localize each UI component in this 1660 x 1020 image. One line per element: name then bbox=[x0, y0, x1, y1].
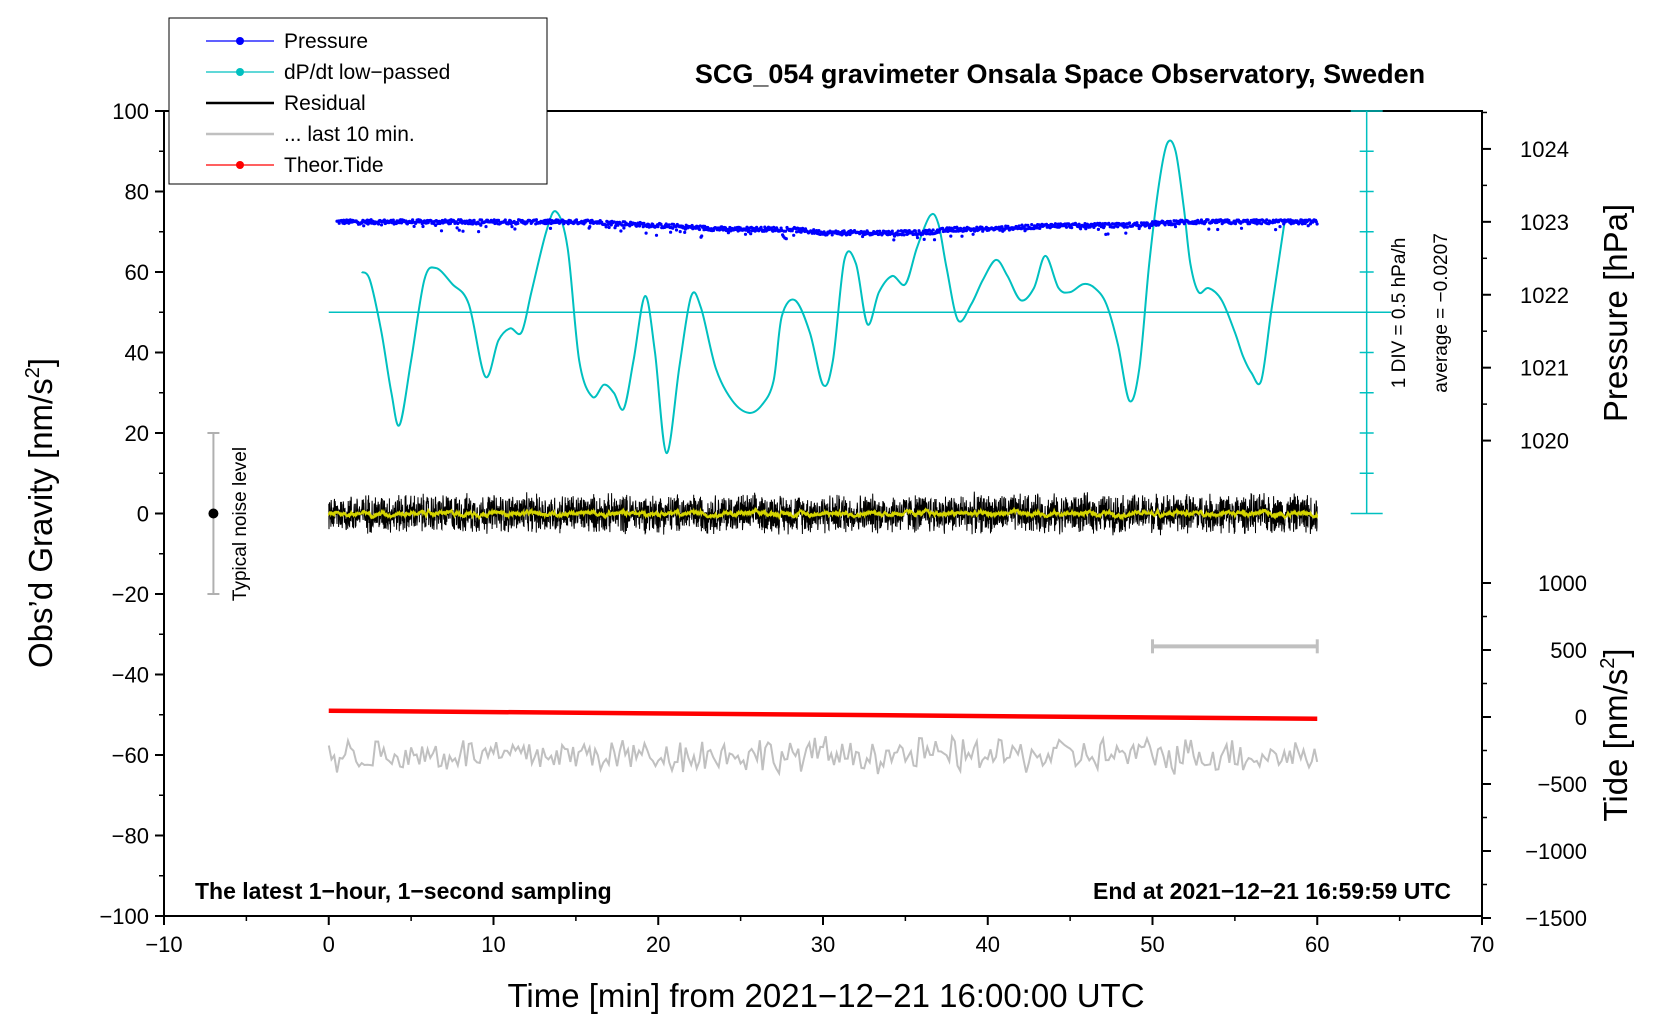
pressure-tick-label: 1021 bbox=[1520, 356, 1569, 381]
noise-bar-center-dot bbox=[208, 508, 219, 519]
noise-level-label: Typical noise level bbox=[230, 447, 251, 601]
tide-tick-label: −500 bbox=[1537, 772, 1587, 797]
legend-box bbox=[168, 17, 548, 185]
noise-level-bar bbox=[207, 432, 220, 595]
legend-label: Residual bbox=[284, 92, 366, 115]
legend-swatch-dot bbox=[236, 161, 244, 169]
y-tick-label: 80 bbox=[125, 180, 149, 205]
x-tick-label: 30 bbox=[811, 932, 835, 957]
x-tick-label: 10 bbox=[481, 932, 505, 957]
series-dpdt-low-passed bbox=[361, 139, 1286, 455]
ten-minute-bar bbox=[1151, 639, 1319, 654]
series-last-10-min bbox=[327, 733, 1319, 777]
y-axis-left-ticks: 100 80 60 40 20 0 −20 −40 −60 −80 −100 bbox=[99, 99, 164, 929]
tide-tick-label: −1500 bbox=[1525, 906, 1587, 931]
pressure-tick-label: 1023 bbox=[1520, 210, 1569, 235]
tide-tick-label: 0 bbox=[1575, 705, 1587, 730]
y-axis-right-pressure-label: Pressure [hPa] bbox=[1597, 204, 1634, 422]
y-tick-label: 20 bbox=[125, 421, 149, 446]
y-tick-label: 60 bbox=[125, 260, 149, 285]
annotation-end-time: End at 2021−12−21 16:59:59 UTC bbox=[1093, 878, 1451, 904]
legend-label: Theor.Tide bbox=[284, 154, 384, 177]
series-theor-tide bbox=[328, 708, 1318, 722]
x-tick-label: 20 bbox=[646, 932, 670, 957]
x-tick-label: 40 bbox=[976, 932, 1000, 957]
y-tick-label: −40 bbox=[112, 663, 149, 688]
x-axis-ticks: −10 0 10 20 30 40 50 60 70 bbox=[145, 916, 1494, 957]
y-tick-label: 0 bbox=[137, 502, 149, 527]
legend-label: Pressure bbox=[284, 30, 368, 53]
y-tick-label: −60 bbox=[112, 743, 149, 768]
y-axis-right-tide-label: Tide [nm/s2] bbox=[1597, 648, 1634, 821]
legend-label: dP/dt low−passed bbox=[284, 61, 450, 84]
y-tick-label: −100 bbox=[99, 904, 149, 929]
legend-swatch-dot bbox=[236, 37, 244, 45]
chart-title: SCG_054 gravimeter Onsala Space Observat… bbox=[695, 59, 1425, 89]
y-tick-label: 100 bbox=[112, 99, 149, 124]
legend-label: ... last 10 min. bbox=[284, 123, 415, 146]
pressure-tick-label: 1020 bbox=[1520, 429, 1569, 454]
y-axis-left-label: Obs’d Gravity [nm/s2] bbox=[22, 358, 59, 668]
pressure-dots bbox=[335, 218, 1319, 242]
x-tick-label: 70 bbox=[1470, 932, 1494, 957]
x-tick-label: −10 bbox=[145, 932, 182, 957]
theor-tide-line bbox=[328, 708, 1318, 722]
legend-swatch-dot bbox=[236, 68, 244, 76]
y-tick-label: −80 bbox=[112, 824, 149, 849]
legend: Pressure dP/dt low−passed Residual ... last… bbox=[168, 17, 548, 185]
x-tick-label: 0 bbox=[323, 932, 335, 957]
residual-smoothed-line bbox=[327, 506, 1319, 521]
series-residual bbox=[327, 491, 1319, 536]
dpdt-scale-axis bbox=[328, 110, 1392, 515]
dpdt-average-label: average = −0.0207 bbox=[1431, 233, 1452, 393]
series-pressure bbox=[335, 218, 1319, 242]
tide-tick-label: 1000 bbox=[1538, 571, 1587, 596]
pressure-tick-label: 1022 bbox=[1520, 283, 1569, 308]
last-ten-min-line bbox=[327, 733, 1319, 777]
y-axis-right-ticks: 1024 1023 1022 1021 1020 1000 500 0 −500 −1000 −15… bbox=[1482, 111, 1587, 931]
tide-tick-label: −1000 bbox=[1525, 839, 1587, 864]
residual-line bbox=[328, 491, 1318, 536]
tide-tick-label: 500 bbox=[1550, 638, 1587, 663]
x-tick-label: 50 bbox=[1140, 932, 1164, 957]
dpdt-curve bbox=[361, 139, 1286, 455]
dpdt-scale-label: 1 DIV = 0.5 hPa/h bbox=[1389, 238, 1410, 389]
pressure-tick-label: 1024 bbox=[1520, 137, 1569, 162]
y-tick-label: 40 bbox=[125, 341, 149, 366]
x-tick-label: 60 bbox=[1305, 932, 1329, 957]
annotation-latest-hour: The latest 1−hour, 1−second sampling bbox=[195, 878, 612, 904]
x-axis-label: Time [min] from 2021−12−21 16:00:00 UTC bbox=[507, 977, 1144, 1014]
y-tick-label: −20 bbox=[112, 582, 149, 607]
